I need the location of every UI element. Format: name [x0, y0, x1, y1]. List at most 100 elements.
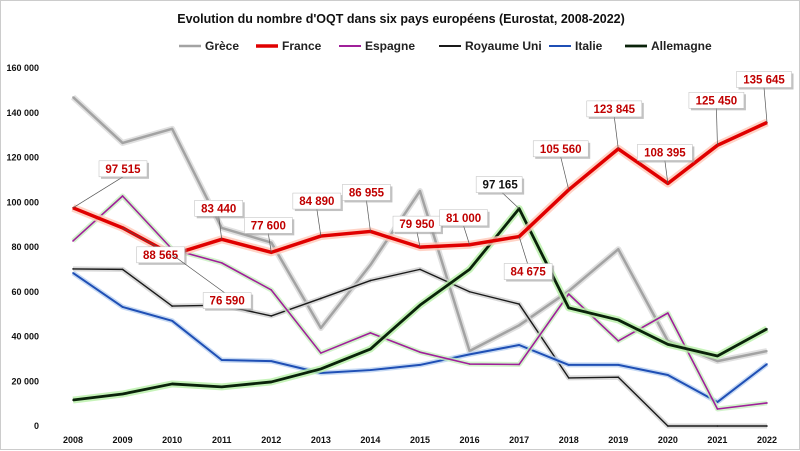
legend-label: Allemagne — [651, 39, 712, 53]
y-axis: 0 20 000 40 000 60 000 80 000 100 000 120 000 1… — [6, 63, 39, 431]
legend-item: Allemagne — [625, 39, 712, 53]
data-point — [121, 268, 124, 271]
svg-text:83 440: 83 440 — [201, 203, 236, 215]
svg-text:123 845: 123 845 — [593, 104, 635, 116]
legend-item: Royaume Uni — [439, 39, 542, 53]
data-point — [121, 142, 124, 144]
data-point — [72, 268, 74, 270]
x-tick-label: 2020 — [658, 435, 678, 445]
x-tick-label: 2015 — [410, 435, 430, 445]
data-point — [220, 386, 223, 388]
data-label: 86 955 — [342, 184, 393, 232]
data-label: 105 560 — [532, 140, 591, 190]
data-label: 84 890 — [292, 192, 343, 237]
data-point — [369, 369, 372, 371]
data-point — [518, 363, 520, 366]
y-tick-label: 120 000 — [6, 153, 39, 163]
x-tick-label: 2021 — [707, 435, 727, 445]
data-point — [121, 306, 124, 308]
data-point — [716, 408, 719, 410]
x-tick-label: 2008 — [63, 435, 83, 445]
data-point — [766, 363, 768, 365]
svg-text:135 645: 135 645 — [743, 74, 785, 86]
y-tick-label: 100 000 — [6, 197, 39, 207]
data-point — [766, 402, 768, 404]
data-point — [369, 279, 372, 282]
data-label-peak: 97 165 — [475, 176, 525, 209]
data-label: 76 590 — [171, 254, 254, 311]
legend-item: France — [256, 39, 322, 53]
data-point — [320, 368, 322, 370]
data-point — [270, 241, 273, 244]
svg-text:77 600: 77 600 — [251, 220, 286, 232]
y-tick-label: 80 000 — [11, 242, 39, 252]
svg-text:84 675: 84 675 — [511, 267, 547, 279]
data-point — [270, 315, 273, 317]
data-point — [419, 268, 421, 271]
data-label: 135 645 — [736, 71, 794, 123]
data-point — [72, 399, 74, 401]
data-point — [468, 350, 471, 352]
legend-label: Espagne — [365, 39, 415, 53]
data-point — [567, 290, 570, 292]
data-point — [171, 320, 173, 322]
data-point — [320, 327, 322, 329]
data-point — [716, 360, 719, 362]
chart-title: Evolution du nombre d'OQT dans six pays … — [177, 12, 625, 26]
data-label: 84 675 — [503, 236, 555, 282]
data-point — [766, 425, 768, 427]
x-tick-label: 2017 — [509, 435, 529, 445]
y-tick-label: 20 000 — [11, 376, 39, 386]
data-label: 88 565 — [122, 227, 187, 265]
data-point — [419, 304, 421, 306]
data-point — [617, 376, 620, 379]
x-tick-label: 2022 — [757, 435, 777, 445]
series-allemagne — [72, 205, 769, 404]
data-point — [72, 96, 74, 98]
data-point — [270, 381, 273, 383]
data-point — [518, 324, 520, 327]
svg-text:125 450: 125 450 — [696, 95, 738, 107]
data-point — [270, 360, 273, 362]
data-point — [667, 312, 669, 314]
series-glow — [72, 266, 767, 429]
x-tick-label: 2014 — [360, 435, 380, 445]
svg-text:84 890: 84 890 — [299, 196, 334, 208]
legend-label: France — [282, 39, 322, 53]
data-point — [468, 353, 471, 356]
data-point — [121, 195, 124, 197]
data-point — [220, 262, 223, 264]
data-point — [419, 190, 421, 192]
data-point — [171, 383, 173, 385]
svg-text:79 950: 79 950 — [399, 219, 434, 231]
data-point — [468, 268, 471, 271]
data-point — [567, 377, 570, 379]
svg-text:81 000: 81 000 — [446, 213, 481, 225]
data-label: 108 395 — [637, 144, 695, 184]
data-point — [369, 264, 372, 266]
data-point — [468, 363, 471, 365]
series-espagne — [71, 193, 768, 412]
y-tick-label: 60 000 — [11, 287, 39, 297]
legend-label: Italie — [575, 39, 603, 53]
data-point — [320, 297, 322, 300]
data-point — [617, 319, 620, 321]
x-tick-label: 2012 — [261, 435, 281, 445]
data-point — [667, 343, 669, 346]
legend-item: Grèce — [179, 39, 239, 53]
data-point — [220, 359, 223, 361]
data-point — [468, 290, 471, 293]
data-point — [419, 364, 421, 366]
legend: Grèce France Espagne Royaume Uni Italie Allem… — [179, 39, 712, 53]
data-point — [766, 328, 768, 330]
data-point — [716, 355, 719, 357]
svg-text:108 395: 108 395 — [644, 147, 686, 159]
x-tick-label: 2011 — [212, 435, 232, 445]
legend-label: Royaume Uni — [465, 39, 542, 53]
data-point — [369, 332, 372, 334]
x-axis: 2008 2009 2010 2011 2012 2013 2014 2015 2016 2017… — [63, 435, 777, 445]
data-point — [617, 364, 620, 366]
data-point — [667, 374, 669, 376]
